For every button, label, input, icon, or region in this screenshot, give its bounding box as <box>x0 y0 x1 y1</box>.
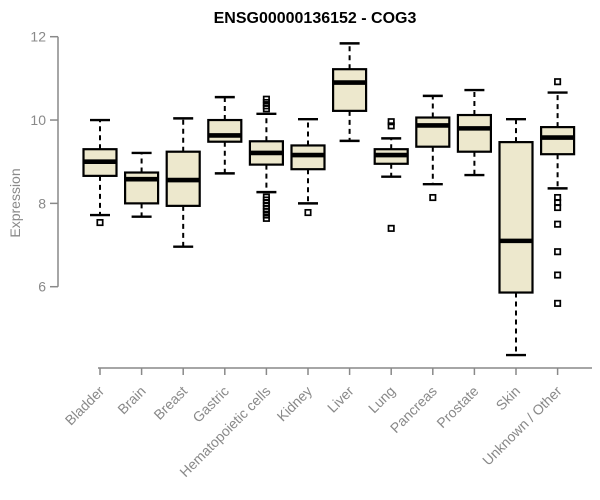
outlier-point <box>387 224 395 232</box>
outlier-point <box>554 203 562 212</box>
y-tick-label: 8 <box>38 195 46 211</box>
outlier-point <box>262 105 270 113</box>
boxplot-hematopoietic-cells <box>248 95 284 222</box>
y-tick-label: 12 <box>30 29 46 45</box>
outlier-point <box>262 214 270 222</box>
boxplot-skin <box>498 118 534 357</box>
boxplot-brain <box>123 151 160 218</box>
boxplot-gastric <box>207 95 243 175</box>
boxplot-prostate <box>456 88 492 177</box>
boxplot-liver <box>332 42 368 143</box>
boxplot-bladder <box>82 118 118 227</box>
outlier-point <box>387 118 395 126</box>
x-tick-label: Bladder <box>62 383 108 429</box>
iqr-box <box>498 141 534 294</box>
boxplot-breast <box>165 117 201 248</box>
x-tick-label: Unknown / Other <box>479 383 565 469</box>
y-axis: 6 8 10 12 <box>30 29 59 295</box>
iqr-box <box>332 68 368 112</box>
outlier-point <box>387 122 395 130</box>
y-tick-label: 10 <box>30 112 46 128</box>
outlier-point <box>304 208 312 217</box>
x-tick-label: Kidney <box>274 383 316 425</box>
iqr-box <box>207 118 243 143</box>
outlier-point <box>554 78 562 86</box>
outlier-point <box>96 218 104 227</box>
iqr-box <box>415 116 451 148</box>
iqr-box <box>456 113 492 153</box>
chart-title: ENSG00000136152 - COG3 <box>214 10 417 27</box>
boxplot-kidney <box>290 118 326 217</box>
boxplot-lung <box>373 118 409 232</box>
plot-area <box>82 42 576 357</box>
x-tick-label: Prostate <box>433 383 481 431</box>
iqr-box <box>539 126 576 156</box>
x-tick-label: Skin <box>493 383 524 414</box>
x-tick-label: Liver <box>324 383 357 416</box>
outlier-point <box>554 299 562 307</box>
outlier-point <box>554 220 562 228</box>
y-axis-label: Expression <box>7 168 23 237</box>
boxplot-pancreas <box>415 94 451 202</box>
outlier-point <box>429 193 437 202</box>
y-tick-label: 6 <box>38 279 46 295</box>
x-tick-label: Lung <box>365 383 398 416</box>
outlier-point <box>554 248 562 256</box>
x-tick-label: Breast <box>150 383 190 423</box>
x-tick-label: Brain <box>114 383 148 417</box>
outlier-point <box>554 271 562 279</box>
boxplot-unknown-other <box>539 78 576 307</box>
